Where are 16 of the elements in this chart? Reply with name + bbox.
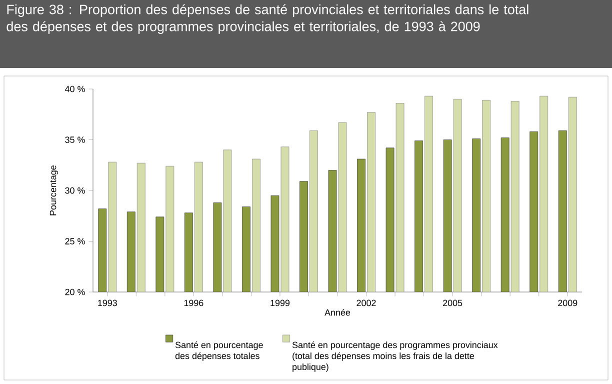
legend-label: Santé en pourcentage des programmes provinciaux (total des dépenses moins les frais de la dette publique): [292, 341, 498, 372]
x-tick-label: 1996: [184, 300, 204, 306]
x-tick-label: 1999: [270, 300, 290, 306]
x-tick-label: 1993: [98, 300, 117, 306]
y-tick-label: 30 %: [65, 187, 85, 194]
x-tick-label: 2005: [443, 300, 462, 306]
chart-title: Figure 38 : Proportion des dépenses de santé provinciales et territoriales dans le total des dépenses et des programmes provinciales et territoriales, de 1993 à 2009: [6, 4, 528, 34]
y-tick-label: 25 %: [65, 238, 85, 244]
y-axis-title: Pourcentage: [50, 165, 58, 216]
legend-label: Santé en pourcentage des dépenses totales: [175, 341, 263, 361]
y-tick-label: 40 %: [64, 86, 85, 92]
y-tick-label: 20 %: [65, 288, 85, 296]
x-tick-label: 2009: [558, 300, 578, 306]
x-tick-label: 2002: [356, 300, 376, 306]
y-tick-label: 35 %: [65, 136, 85, 143]
x-axis-title: Année: [324, 308, 350, 316]
